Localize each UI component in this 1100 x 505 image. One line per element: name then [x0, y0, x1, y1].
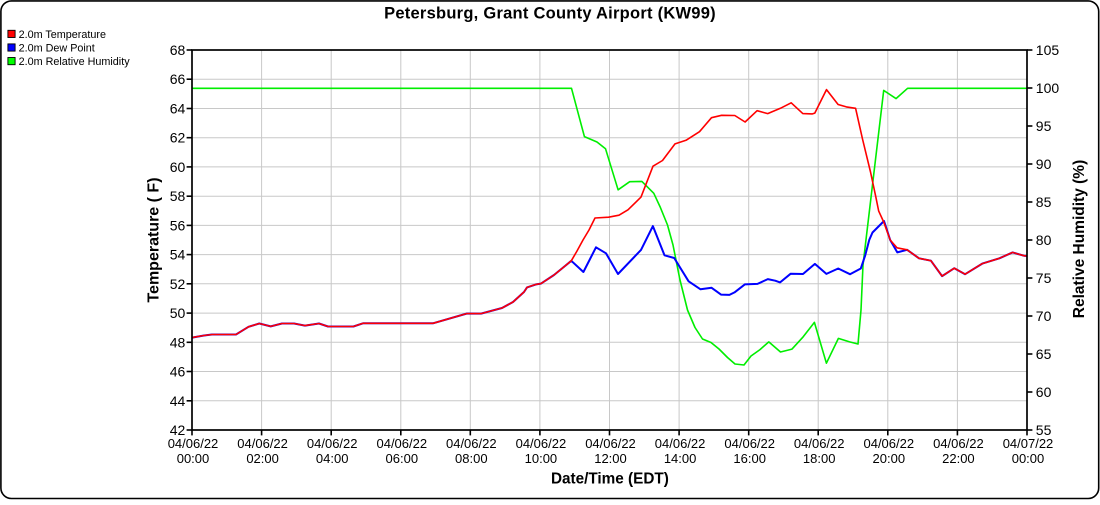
svg-text:Petersburg, Grant County Airpo: Petersburg, Grant County Airport (KW99): [384, 4, 716, 22]
svg-text:04/06/22: 04/06/22: [376, 436, 427, 451]
svg-text:22:00: 22:00: [942, 451, 975, 466]
svg-text:50: 50: [170, 305, 186, 321]
svg-text:14:00: 14:00: [664, 451, 697, 466]
svg-text:08:00: 08:00: [455, 451, 488, 466]
svg-text:2.0m Dew Point: 2.0m Dew Point: [19, 42, 95, 54]
svg-text:80: 80: [1036, 232, 1052, 248]
svg-text:52: 52: [170, 276, 186, 292]
svg-text:00:00: 00:00: [177, 451, 210, 466]
svg-text:06:00: 06:00: [386, 451, 419, 466]
svg-text:00:00: 00:00: [1012, 451, 1045, 466]
svg-text:04/06/22: 04/06/22: [307, 436, 358, 451]
svg-text:04/06/22: 04/06/22: [655, 436, 706, 451]
svg-text:64: 64: [170, 101, 186, 117]
svg-text:66: 66: [170, 71, 186, 87]
svg-text:04/07/22: 04/07/22: [1003, 436, 1054, 451]
svg-text:04/06/22: 04/06/22: [446, 436, 497, 451]
svg-text:2.0m Relative Humidity: 2.0m Relative Humidity: [19, 56, 131, 68]
svg-text:20:00: 20:00: [873, 451, 906, 466]
svg-text:04/06/22: 04/06/22: [863, 436, 914, 451]
svg-text:Date/Time (EDT): Date/Time (EDT): [551, 470, 669, 487]
svg-text:10:00: 10:00: [525, 451, 558, 466]
svg-text:04/06/22: 04/06/22: [794, 436, 845, 451]
svg-text:48: 48: [170, 334, 186, 350]
svg-text:95: 95: [1036, 118, 1052, 134]
svg-text:65: 65: [1036, 346, 1052, 362]
svg-text:70: 70: [1036, 308, 1052, 324]
svg-text:18:00: 18:00: [803, 451, 836, 466]
svg-text:100: 100: [1036, 80, 1060, 96]
svg-text:02:00: 02:00: [246, 451, 279, 466]
svg-text:46: 46: [170, 364, 186, 380]
svg-text:60: 60: [1036, 384, 1052, 400]
svg-text:04/06/22: 04/06/22: [585, 436, 636, 451]
svg-text:12:00: 12:00: [594, 451, 627, 466]
svg-text:16:00: 16:00: [733, 451, 766, 466]
svg-text:62: 62: [170, 130, 186, 146]
svg-text:90: 90: [1036, 156, 1052, 172]
svg-text:60: 60: [170, 159, 186, 175]
svg-text:44: 44: [170, 393, 186, 409]
svg-text:04:00: 04:00: [316, 451, 349, 466]
svg-text:42: 42: [170, 422, 186, 438]
svg-text:75: 75: [1036, 270, 1052, 286]
svg-text:56: 56: [170, 217, 186, 233]
svg-text:04/06/22: 04/06/22: [237, 436, 288, 451]
svg-text:68: 68: [170, 42, 186, 58]
svg-text:04/06/22: 04/06/22: [516, 436, 567, 451]
svg-text:04/06/22: 04/06/22: [168, 436, 219, 451]
svg-text:Relative Humidity (%): Relative Humidity (%): [1071, 160, 1088, 318]
svg-text:55: 55: [1036, 422, 1052, 438]
svg-text:04/06/22: 04/06/22: [724, 436, 775, 451]
svg-text:58: 58: [170, 188, 186, 204]
svg-text:54: 54: [170, 247, 186, 263]
svg-text:2.0m Temperature: 2.0m Temperature: [19, 29, 106, 41]
svg-text:Temperature ( F): Temperature ( F): [146, 177, 163, 302]
svg-text:04/06/22: 04/06/22: [933, 436, 984, 451]
svg-text:105: 105: [1036, 42, 1060, 58]
svg-text:85: 85: [1036, 194, 1052, 210]
